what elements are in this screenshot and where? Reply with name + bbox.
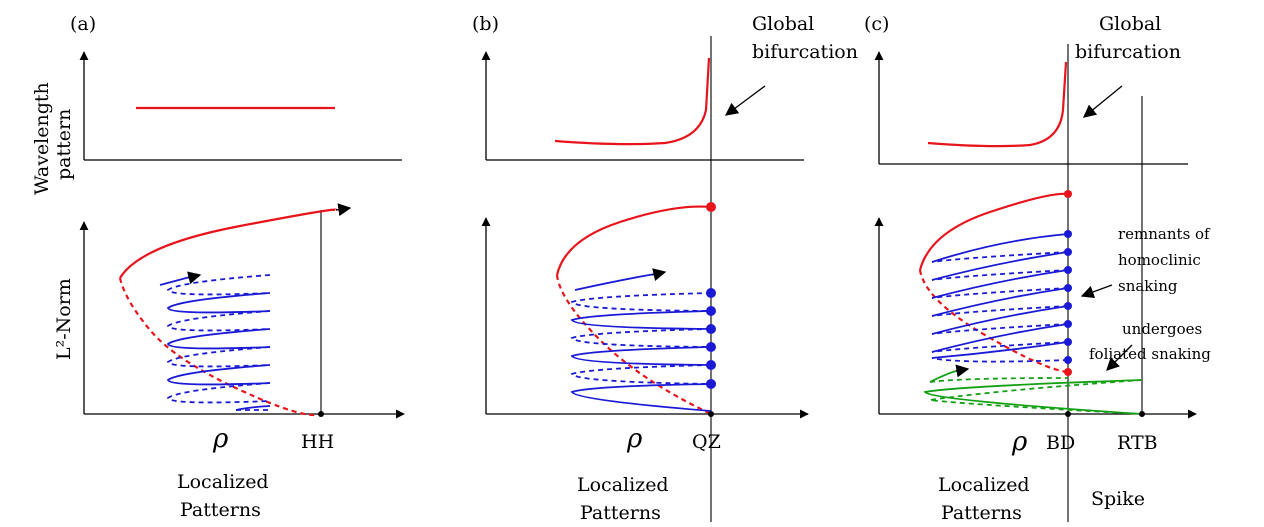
- panel-c-unstable-branch: [918, 269, 1069, 374]
- panel-b-annotation-arrow: [724, 85, 766, 116]
- panel-c-spike-branch: [923, 364, 1143, 415]
- panel-b-qz-point: [708, 411, 714, 417]
- panel-c-annotation-remnants-line1: remnants of: [1118, 225, 1211, 243]
- panel-b-label: (b): [472, 13, 499, 35]
- panel-a-label: (a): [70, 13, 96, 35]
- panel-b-rho: ρ: [626, 424, 643, 454]
- panel-b-qz-label: QZ: [692, 431, 721, 453]
- panel-c-bd-point: [1065, 411, 1071, 417]
- panel-a-snaking: [159, 271, 271, 411]
- panel-a-rho: ρ: [212, 424, 229, 454]
- panel-c-region-line2: Patterns: [941, 502, 1022, 524]
- panel-c-label: (c): [864, 13, 889, 35]
- panel-b-upper-branch: [555, 205, 712, 276]
- y-axis-label-top-line1: Wavelength: [31, 82, 53, 195]
- panel-a-upper-branch: [119, 208, 338, 279]
- panel-b-wavelength-curve: [554, 57, 711, 146]
- panel-c: (c) Global bifurcation: [864, 13, 1211, 524]
- panel-b-endpoints: [706, 288, 716, 389]
- panel-a-region-line1: Localized: [177, 471, 269, 493]
- panel-c-rho: ρ: [1011, 427, 1028, 457]
- panel-b-fold-point: [706, 202, 716, 212]
- panel-c-annotation-remnants-arrow: [1080, 284, 1113, 299]
- panel-c-upper-branch: [918, 192, 1069, 271]
- panel-c-red-endpoint: [1064, 368, 1072, 376]
- panel-c-rtb-label: RTB: [1117, 432, 1158, 454]
- panel-c-annotation-remnants-line2: homoclinic: [1118, 251, 1201, 269]
- panel-c-snaking: [931, 233, 1069, 363]
- panel-c-annotation-global-arrow: [1082, 85, 1123, 118]
- panel-a-branch-arrow: [335, 203, 352, 217]
- panel-b-snaking: [570, 268, 712, 412]
- panel-c-annotation-foliated-arrow: [1106, 344, 1133, 371]
- panel-c-rtb-point: [1139, 411, 1145, 417]
- panel-b-region-line1: Localized: [577, 474, 669, 496]
- panel-c-annotation-remnants-line3: snaking: [1118, 277, 1178, 295]
- panel-c-annotation-global-line2: bifurcation: [1075, 41, 1181, 63]
- panel-c-wavelength-curve: [927, 61, 1068, 148]
- panel-b-region-line2: Patterns: [580, 502, 661, 524]
- panel-c-annotation-foliated-line1: undergoes: [1122, 320, 1202, 338]
- panel-c-fold-point: [1064, 190, 1072, 198]
- panel-a-hh-label: HH: [301, 431, 334, 453]
- panel-b-annotation-line2: bifurcation: [752, 41, 858, 63]
- panel-c-bd-label: BD: [1046, 432, 1075, 454]
- panel-a-region-line2: Patterns: [180, 499, 261, 521]
- panel-a: (a) ρ HH Localized Pat: [70, 13, 405, 521]
- panel-b: (b) Global bifurcation: [472, 13, 858, 524]
- y-axis-label-bottom: L²-Norm: [53, 278, 75, 360]
- panel-c-endpoints: [1064, 230, 1072, 364]
- y-axis-label-top-line2: pattern: [53, 109, 75, 180]
- panel-c-region-line1: Localized: [938, 474, 1030, 496]
- panel-b-unstable-branch: [555, 274, 712, 415]
- panel-b-annotation-line1: Global: [752, 13, 814, 35]
- panel-a-hh-point: [318, 411, 324, 417]
- panel-a-unstable-branch: [118, 277, 322, 417]
- panel-c-spike-label: Spike: [1091, 488, 1145, 510]
- panel-c-annotation-global-line1: Global: [1099, 13, 1161, 35]
- panel-c-annotation-foliated-line2: foliated snaking: [1089, 345, 1211, 363]
